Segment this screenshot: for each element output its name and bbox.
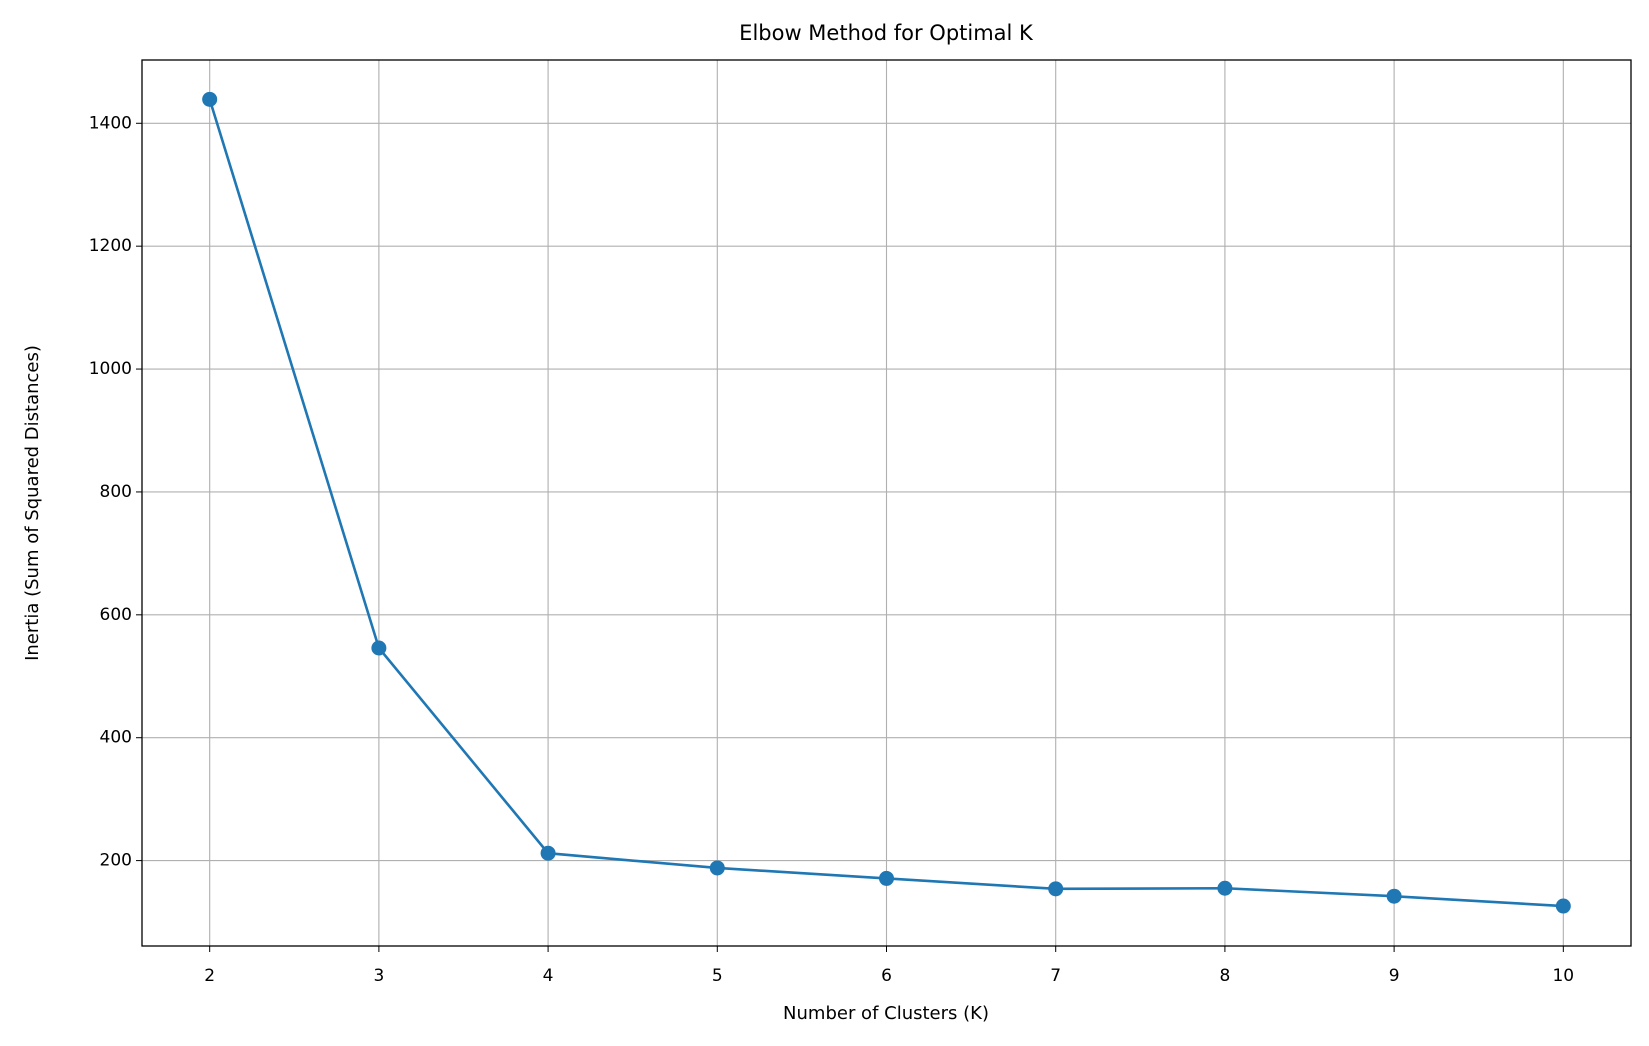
- x-tick-label: 3: [373, 966, 384, 986]
- x-axis-label: Number of Clusters (K): [783, 1003, 989, 1024]
- marker: [709, 860, 725, 876]
- x-tick-label: 4: [543, 966, 554, 986]
- marker: [1555, 898, 1571, 914]
- marker: [371, 640, 387, 656]
- y-tick-label: 600: [100, 605, 132, 625]
- x-tick-label: 10: [1552, 966, 1574, 986]
- plot: [202, 91, 1571, 914]
- x-tick-label: 8: [1219, 966, 1230, 986]
- marker: [202, 91, 218, 107]
- y-tick-label: 800: [100, 482, 132, 502]
- y-tick-label: 1400: [89, 113, 132, 133]
- marker: [1217, 880, 1233, 896]
- y-axis-label: Inertia (Sum of Squared Distances): [22, 345, 43, 661]
- y-tick-label: 200: [100, 851, 132, 871]
- marker: [879, 870, 894, 886]
- marker: [1386, 888, 1402, 904]
- y-tick-label: 1000: [89, 359, 132, 379]
- x-tick-label: 2: [204, 966, 215, 986]
- x-tick-label: 7: [1050, 966, 1061, 986]
- marker: [1048, 881, 1064, 897]
- marker: [540, 845, 556, 861]
- y-tick-label: 1200: [89, 236, 132, 256]
- y-tick-label: 400: [100, 728, 132, 748]
- x-tick-label: 6: [881, 966, 892, 986]
- chart-title: Elbow Method for Optimal K: [739, 21, 1034, 45]
- x-tick-label: 5: [712, 966, 723, 986]
- grid: [142, 60, 1631, 946]
- x-tick-label: 9: [1389, 966, 1400, 986]
